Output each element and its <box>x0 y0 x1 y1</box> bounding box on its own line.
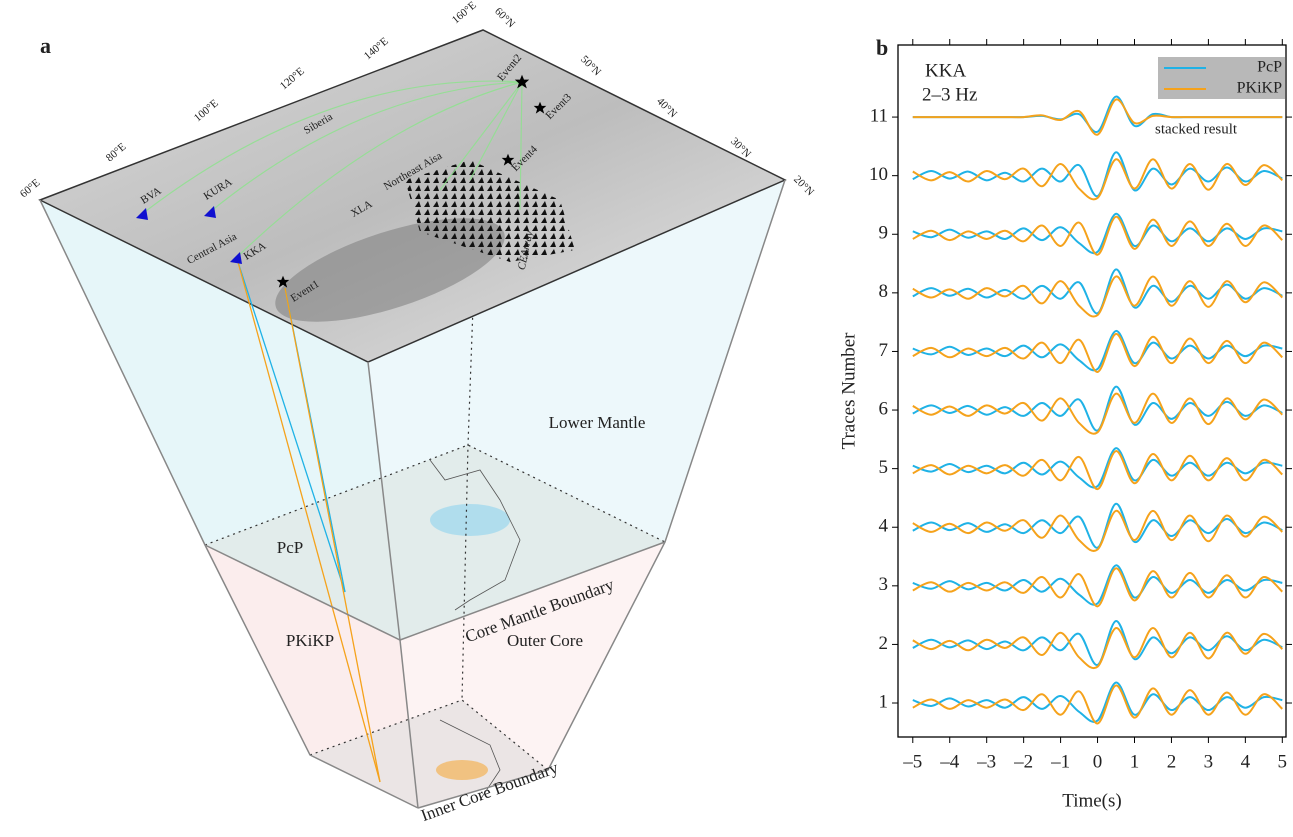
trace-line <box>912 275 1283 318</box>
trace-line <box>912 447 1283 489</box>
panel-a: a 60°E 80°E 100°E 120°E 140°E 160°E 60°N… <box>18 0 816 825</box>
event-rays <box>141 80 523 259</box>
y-axis-label: Traces Number <box>838 332 859 450</box>
y-tick-label: 9 <box>879 223 889 244</box>
trace-line <box>912 502 1283 549</box>
y-tick-label: 11 <box>870 105 888 126</box>
y-tick-label: 4 <box>879 516 889 537</box>
annotation: stacked result <box>1155 121 1238 137</box>
y-tick-label: 3 <box>879 574 889 595</box>
panel-b: b 1 2 3 4 5 6 7 8 9 10 11 –5 –4 –3 –2 –1 0 1 2 3 4 5 Time(s) Tra… <box>838 35 1292 811</box>
longitude-label: 100°E <box>192 97 221 124</box>
trace-line <box>912 619 1283 666</box>
trace-line <box>912 684 1283 725</box>
icb-plane <box>310 700 548 808</box>
trace-line <box>912 98 1283 136</box>
trace-line <box>912 212 1283 255</box>
trace-line <box>912 268 1283 315</box>
longitude-label: 140°E <box>362 35 391 62</box>
annotation: 2–3 Hz <box>922 84 977 105</box>
trace-line <box>912 564 1283 606</box>
latitude-label: 50°N <box>578 53 603 78</box>
panel-label: b <box>876 35 888 60</box>
panel-label: a <box>40 33 51 58</box>
x-tick-label: –4 <box>939 751 960 772</box>
y-tick-label: 8 <box>879 281 889 302</box>
x-axis-label: Time(s) <box>1062 790 1121 811</box>
y-tick-label: 7 <box>879 340 889 361</box>
coastlines <box>429 459 521 801</box>
longitude-label: 80°E <box>104 141 129 165</box>
x-tick-label: 4 <box>1241 751 1251 772</box>
trace-line <box>912 151 1283 198</box>
latitude-label: 20°N <box>791 173 816 198</box>
phase-label: PcP <box>277 538 303 557</box>
latitude-label: 60°N <box>492 5 517 30</box>
y-tick-label: 6 <box>879 398 889 419</box>
trace-line <box>912 392 1283 435</box>
x-tick-label: 0 <box>1093 751 1103 772</box>
longitude-label: 120°E <box>278 65 307 92</box>
y-tick-label: 10 <box>869 164 888 185</box>
annotation: KKA <box>925 60 966 81</box>
trace-line <box>912 567 1283 608</box>
y-tick-label: 2 <box>879 633 889 654</box>
x-tick-label: 5 <box>1278 751 1288 772</box>
y-tick-label: 5 <box>879 457 889 478</box>
trace-line <box>912 627 1283 670</box>
cmb-plane <box>205 445 665 640</box>
plot-frame <box>897 44 1287 738</box>
y-tick-label: 1 <box>879 691 889 712</box>
x-tick-label: –2 <box>1013 751 1033 772</box>
longitude-label: 160°E <box>450 0 479 26</box>
x-tick-label: –5 <box>902 751 922 772</box>
trace-line <box>912 215 1283 256</box>
stations <box>136 206 242 264</box>
plateau-shade <box>275 218 505 322</box>
cmb-anomaly <box>430 504 510 536</box>
x-tick-label: –3 <box>976 751 996 772</box>
pkikp-rays <box>237 261 381 783</box>
legend-box <box>1158 57 1285 99</box>
x-tick-label: 2 <box>1167 751 1177 772</box>
x-tick-label: 1 <box>1130 751 1140 772</box>
x-tick-label: –1 <box>1050 751 1070 772</box>
x-tick-label: 3 <box>1204 751 1214 772</box>
trace-line <box>912 329 1283 372</box>
trace-line <box>912 158 1283 201</box>
trace-line <box>912 385 1283 432</box>
layer-label: Lower Mantle <box>549 413 646 432</box>
trace-line <box>912 509 1283 552</box>
trace-line <box>912 681 1283 723</box>
layer-label: Outer Core <box>507 631 583 650</box>
array-cluster <box>405 160 575 262</box>
outer-edges <box>39 179 786 809</box>
longitude-label: 60°E <box>18 177 43 201</box>
phase-label: PKiKP <box>286 631 334 650</box>
trace-line <box>912 332 1283 373</box>
legend-label: PKiKP <box>1237 80 1282 97</box>
legend-label: PcP <box>1257 59 1282 76</box>
trace-line <box>912 450 1283 491</box>
icb-anomaly <box>436 760 488 780</box>
